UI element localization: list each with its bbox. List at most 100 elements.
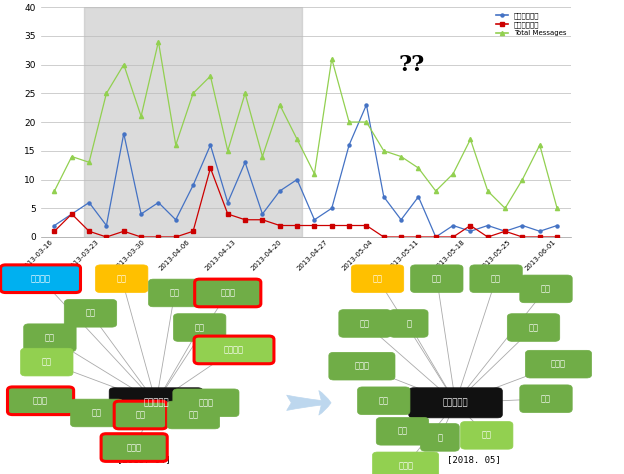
Text: 피지: 피지 xyxy=(379,396,389,405)
궁정메시지수 xyxy=(103,223,110,228)
FancyBboxPatch shape xyxy=(109,388,203,418)
FancyBboxPatch shape xyxy=(195,279,261,307)
Text: 미네랄: 미네랄 xyxy=(551,360,566,369)
FancyBboxPatch shape xyxy=(24,324,76,352)
궁정메시지수 xyxy=(51,223,58,228)
Total Messages xyxy=(172,142,180,148)
Total Messages xyxy=(311,171,318,177)
Text: 성분: 성분 xyxy=(92,409,102,418)
부정메시지수 xyxy=(276,223,283,228)
궁정메시지수 xyxy=(241,159,249,165)
부정메시지수 xyxy=(553,234,561,240)
궁정메시지수 xyxy=(397,217,405,223)
Text: 피부: 피부 xyxy=(170,289,180,298)
궁정메시지수 xyxy=(172,217,180,223)
FancyBboxPatch shape xyxy=(470,265,522,292)
FancyBboxPatch shape xyxy=(376,418,429,445)
궁정메시지수 xyxy=(415,194,422,200)
부정메시지수 xyxy=(293,223,301,228)
FancyBboxPatch shape xyxy=(64,300,117,327)
Text: 효과: 효과 xyxy=(541,284,551,293)
Text: 피부: 피부 xyxy=(397,427,407,436)
FancyBboxPatch shape xyxy=(194,336,274,364)
Total Messages xyxy=(51,188,58,194)
Line: 궁정메시지수: 궁정메시지수 xyxy=(53,103,558,238)
궁정메시지수 xyxy=(293,177,301,182)
Total Messages xyxy=(207,73,214,79)
FancyBboxPatch shape xyxy=(21,348,73,376)
FancyBboxPatch shape xyxy=(329,352,395,380)
Text: 성분: 성분 xyxy=(360,319,370,328)
궁정메시지수 xyxy=(363,102,370,108)
Total Messages xyxy=(536,142,544,148)
FancyBboxPatch shape xyxy=(520,385,572,412)
Text: 추출물: 추출물 xyxy=(220,289,235,298)
부정메시지수 xyxy=(415,234,422,240)
부정메시지수 xyxy=(155,234,162,240)
Text: 이벤트: 이벤트 xyxy=(127,443,142,452)
Text: 지하수: 지하수 xyxy=(354,362,369,371)
Total Messages xyxy=(137,113,145,119)
부정메시지수 xyxy=(259,217,266,223)
부정메시지수 xyxy=(519,234,526,240)
Total Messages xyxy=(345,119,353,125)
Text: 영양: 영양 xyxy=(45,333,55,342)
Text: [2018. 04]: [2018. 04] xyxy=(117,455,170,464)
FancyBboxPatch shape xyxy=(173,389,239,417)
궁정메시지수 xyxy=(68,211,76,217)
부정메시지수 xyxy=(311,223,318,228)
부정메시지수 xyxy=(189,228,197,234)
궁정메시지수 xyxy=(276,188,283,194)
FancyBboxPatch shape xyxy=(71,399,123,427)
궁정메시지수 xyxy=(536,228,544,234)
부정메시지수 xyxy=(172,234,180,240)
Text: ??: ?? xyxy=(399,54,425,75)
부정메시지수 xyxy=(449,234,457,240)
Total Messages xyxy=(276,102,283,108)
Total Messages xyxy=(501,205,509,211)
FancyBboxPatch shape xyxy=(411,265,463,292)
궁정메시지수 xyxy=(137,211,145,217)
Total Messages xyxy=(224,148,232,154)
Total Messages xyxy=(415,165,422,171)
부정메시지수 xyxy=(484,234,492,240)
Text: 크림: 크림 xyxy=(482,431,492,440)
FancyBboxPatch shape xyxy=(7,387,74,415)
FancyBboxPatch shape xyxy=(351,265,404,292)
Text: 지역: 지역 xyxy=(432,274,442,283)
Legend: 궁정메시지수, 부정메시지수, Total Messages: 궁정메시지수, 부정메시지수, Total Messages xyxy=(494,10,567,37)
궁정메시지수 xyxy=(207,142,214,148)
Text: 화장품: 화장품 xyxy=(398,461,413,470)
Text: 물: 물 xyxy=(406,319,411,328)
Total Messages xyxy=(85,159,93,165)
FancyBboxPatch shape xyxy=(520,275,572,303)
Total Messages xyxy=(380,148,388,154)
Text: 해양심층수: 해양심층수 xyxy=(442,398,469,407)
Text: 수분크림: 수분크림 xyxy=(224,346,244,355)
Total Messages xyxy=(120,62,127,67)
Line: 부정메시지수: 부정메시지수 xyxy=(53,166,558,238)
Text: 제품: 제품 xyxy=(529,323,539,332)
FancyBboxPatch shape xyxy=(101,434,167,461)
Text: 천연: 천연 xyxy=(188,410,198,419)
FancyBboxPatch shape xyxy=(409,388,502,418)
Text: 미네랄: 미네랄 xyxy=(198,398,213,407)
FancyBboxPatch shape xyxy=(525,350,592,378)
부정메시지수 xyxy=(224,211,232,217)
Total Messages xyxy=(449,171,457,177)
Total Messages xyxy=(553,205,561,211)
궁정메시지수 xyxy=(501,228,509,234)
부정메시지수 xyxy=(397,234,405,240)
부정메시지수 xyxy=(51,228,58,234)
Total Messages xyxy=(189,91,197,96)
FancyBboxPatch shape xyxy=(339,310,391,337)
FancyBboxPatch shape xyxy=(373,452,439,474)
궁정메시지수 xyxy=(553,223,561,228)
Text: 제품: 제품 xyxy=(195,323,205,332)
Total Messages xyxy=(363,119,370,125)
Text: 해양심층수: 해양심층수 xyxy=(143,398,169,407)
Text: 후기: 후기 xyxy=(135,410,145,419)
FancyBboxPatch shape xyxy=(389,310,428,337)
부정메시지수 xyxy=(501,228,509,234)
궁정메시지수 xyxy=(328,205,336,211)
